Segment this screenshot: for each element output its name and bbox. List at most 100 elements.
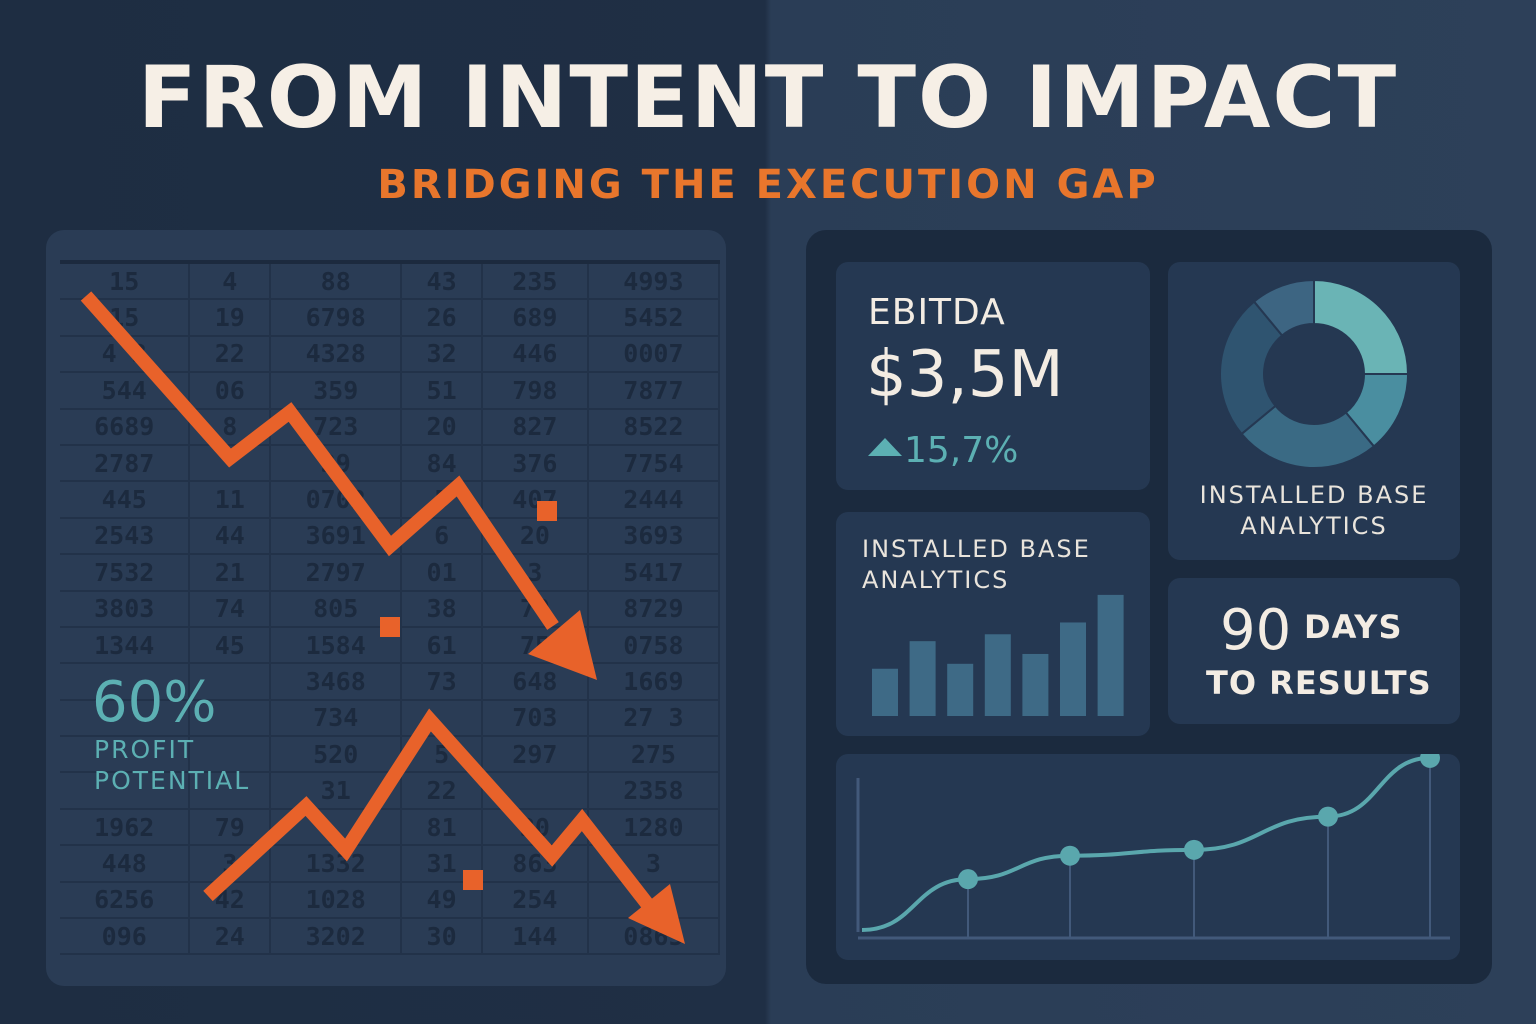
table-cell: 6798: [270, 299, 403, 337]
table-row: 1344 45 1584 61 75 0758: [60, 626, 721, 665]
table-cell: 2444: [587, 481, 721, 519]
table-cell: 275: [587, 736, 721, 774]
table-cell: 0007: [587, 335, 721, 374]
table-cell: [587, 881, 721, 920]
table-cell: 5: [401, 481, 483, 519]
table-cell: 446: [481, 335, 589, 374]
table-cell: 81: [401, 808, 483, 847]
ebitda-card: EBITDA $3,5M 15,7%: [836, 262, 1150, 490]
table-cell: 3468: [270, 663, 403, 701]
table-cell: 096: [60, 918, 191, 956]
table-cell: 75: [481, 626, 589, 665]
table-cell: [401, 699, 483, 738]
table-cell: 1344: [60, 626, 191, 665]
table-cell: 31: [401, 845, 483, 883]
table-cell: 703: [481, 699, 589, 738]
donut-chart: [1219, 278, 1410, 469]
table-cell: 15: [60, 299, 191, 337]
table-cell: 6256: [60, 881, 191, 920]
table-cell: 70: [481, 590, 589, 628]
table-cell: 3: [481, 554, 589, 592]
table-cell: [60, 736, 191, 774]
table-row: 3468 73 648 1669: [60, 663, 721, 701]
table-cell: 01: [401, 554, 483, 592]
bar-card: INSTALLED BASE ANALYTICS: [836, 512, 1150, 736]
table-row: 6256 42 1028 49 254: [60, 881, 721, 920]
table-cell: 5452: [587, 299, 721, 337]
table-row: 2543 44 3691 6 20 3693: [60, 517, 721, 556]
table-cell: 44: [189, 517, 272, 556]
table-cell: 26: [401, 299, 483, 337]
table-cell: 827: [481, 408, 589, 446]
table-row: 448 3 1332 31 863 3: [60, 845, 721, 883]
table-cell: 2358: [587, 772, 721, 810]
table-cell: 61: [401, 626, 483, 665]
data-point: [958, 869, 978, 890]
bar: [872, 668, 898, 716]
bar-chart: [872, 594, 1124, 716]
table-cell: 38: [401, 590, 483, 628]
table-cell: 20: [401, 408, 483, 446]
donut-slice: [1240, 404, 1376, 469]
table-cell: [189, 444, 272, 483]
table-cell: 1332: [270, 845, 403, 883]
table-cell: 863: [481, 845, 589, 883]
bar: [1022, 653, 1049, 716]
ebitda-label: EBITDA: [868, 292, 1006, 333]
profit-label: PROFIT POTENTIAL: [94, 735, 251, 795]
table-cell: 4328: [270, 335, 403, 374]
table-cell: 49: [401, 881, 483, 920]
bar: [909, 641, 936, 716]
line-card: [836, 754, 1460, 960]
table-cell: 734: [270, 699, 403, 738]
table-cell: 1280: [587, 808, 721, 847]
table-cell: 42: [189, 881, 272, 920]
table-cell: 15: [60, 262, 191, 301]
table-cell: 297: [481, 736, 589, 774]
table-cell: 359: [270, 372, 403, 410]
days-unit: DAYS: [1304, 608, 1403, 646]
data-point: [1060, 845, 1080, 866]
table-cell: 51: [401, 372, 483, 410]
table-cell: [270, 808, 403, 847]
bar-card-title: INSTALLED BASE ANALYTICS: [862, 535, 1091, 594]
table-cell: 11: [189, 481, 272, 519]
table-cell: [481, 772, 589, 810]
table-cell: 689: [481, 299, 589, 337]
table-cell: 448: [60, 845, 191, 883]
table-cell: 8: [189, 408, 272, 446]
donut-card-title: INSTALLED BASE ANALYTICS: [1199, 481, 1429, 540]
line-chart: [856, 754, 1450, 940]
table-cell: 32: [401, 335, 483, 374]
data-point: [1318, 806, 1338, 827]
table-cell: 7754: [587, 444, 721, 483]
table-cell: [189, 663, 272, 701]
profit-percentage: 60%: [92, 670, 217, 735]
page-title: FROM INTENT TO IMPACT: [137, 48, 1399, 148]
data-point: [1184, 839, 1204, 860]
table-cell: 19: [189, 299, 272, 337]
table-cell: 3693: [587, 517, 721, 556]
table-cell: 7532: [60, 554, 191, 592]
table-cell: 3691: [270, 517, 403, 556]
days-card: 90 DAYS TO RESULTS: [1168, 578, 1460, 724]
days-number: 90: [1220, 598, 1292, 663]
table-cell: 45: [189, 626, 272, 665]
data-point: [1420, 754, 1440, 768]
table-row: 6689 8 723 20 827 8522: [60, 408, 721, 446]
table-row: 2787 39 84 376 7754: [60, 444, 721, 483]
table-cell: 254: [481, 881, 589, 920]
table-cell: 407: [481, 481, 589, 519]
table-cell: 376: [481, 444, 589, 483]
table-row: 3803 74 805 38 70 8729: [60, 590, 721, 628]
table-cell: 20: [481, 517, 589, 556]
data-table: 15 4 88 43 235 4993 15 19 6798 26 689 5452 4 3 22 4328…: [60, 252, 721, 956]
table-cell: 3803: [60, 590, 191, 628]
table-cell: 4 3: [60, 335, 191, 374]
dashboard-panel: EBITDA $3,5M 15,7% INSTALLED BASE ANALYT…: [806, 230, 1492, 984]
table-cell: 24: [189, 918, 272, 956]
table-cell: 805: [270, 590, 403, 628]
bar: [947, 663, 974, 716]
table-cell: 2797: [270, 554, 403, 592]
table-cell: 21: [189, 554, 272, 592]
